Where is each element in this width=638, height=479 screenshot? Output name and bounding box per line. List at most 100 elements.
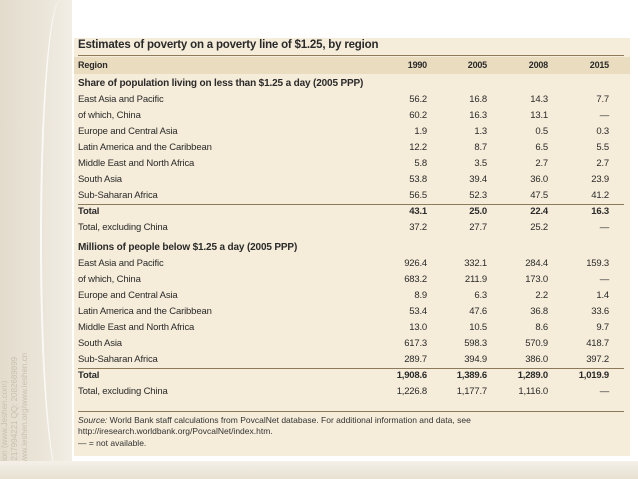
table-row-value: 6.3	[474, 290, 487, 301]
table-row: South Asia 617.3 598.3 570.9 418.7	[74, 336, 630, 352]
table-row-value: 8.6	[535, 322, 548, 333]
table-row: Europe and Central Asia 1.9 1.3 0.5 0.3	[74, 124, 630, 140]
table-row: Latin America and the Caribbean 12.2 8.7 6.…	[74, 140, 630, 156]
section-heading-label: Millions of people below $1.25 a day (20…	[78, 242, 298, 253]
year-header-2008: 2008	[528, 60, 548, 70]
total-row-value: 1,389.6	[456, 370, 487, 381]
table-row-label: Europe and Central Asia	[78, 126, 178, 137]
watermark-line: sion (www.Jeshen.com)	[0, 380, 9, 465]
table-row-value: 47.5	[530, 190, 548, 201]
table-row: Middle East and North Africa 5.8 3.5 2.7 2.7	[74, 156, 630, 172]
total-row: Total 1,908.6 1,389.6 1,289.0 1,019.9	[74, 368, 630, 384]
table-row-label: Middle East and North Africa	[78, 158, 195, 169]
table-row-value: 13.0	[409, 322, 427, 333]
source-note: Source: World Bank staff calculations fr…	[78, 415, 618, 437]
table-row-value: 3.5	[474, 158, 487, 169]
table-row-value: 47.6	[469, 306, 487, 317]
table-row-value: 36.8	[530, 306, 548, 317]
total-row: Total 43.1 25.0 22.4 16.3	[74, 204, 630, 220]
table-row-value: 41.2	[591, 190, 609, 201]
table-row-value: 289.7	[404, 354, 427, 365]
table-row: South Asia 53.8 39.4 36.0 23.9	[74, 172, 630, 188]
total-excluding-china-row-value: 1,177.7	[456, 386, 487, 397]
total-excluding-china-row-value: 37.2	[409, 222, 427, 233]
table-title: Estimates of poverty on a poverty line o…	[78, 39, 379, 51]
table-row: East Asia and Pacific 56.2 16.8 14.3 7.7	[74, 92, 630, 108]
table-row-value: 570.9	[525, 338, 548, 349]
total-row-value: 43.1	[409, 206, 427, 217]
table-row-value: 0.5	[535, 126, 548, 137]
total-row-value: 1,289.0	[517, 370, 548, 381]
total-excluding-china-row-label: Total, excluding China	[78, 386, 168, 397]
header-row: Region 1990 2005 2008 2015	[74, 58, 630, 74]
table-row-label: Middle East and North Africa	[78, 322, 195, 333]
table-row-label: South Asia	[78, 174, 122, 185]
table-row-value: 2.7	[596, 158, 609, 169]
table-row-value: 23.9	[591, 174, 609, 185]
table-row-value: 52.3	[469, 190, 487, 201]
title-rule	[78, 55, 624, 56]
total-excluding-china-row: Total, excluding China 37.2 27.7 25.2 —	[74, 220, 630, 236]
not-available-note: — = not available.	[78, 438, 147, 448]
table-row-label: Sub-Saharan Africa	[78, 354, 158, 365]
table-row-value: 5.5	[596, 142, 609, 153]
table-row: Sub-Saharan Africa 56.5 52.3 47.5 41.2	[74, 188, 630, 204]
table-row-value: 14.3	[530, 94, 548, 105]
table-row-value: —	[599, 110, 610, 121]
region-header: Region	[78, 60, 108, 70]
year-header-2005: 2005	[467, 60, 487, 70]
table-row-value: 8.9	[414, 290, 427, 301]
table-row: Europe and Central Asia 8.9 6.3 2.2 1.4	[74, 288, 630, 304]
table-row-value: 211.9	[464, 274, 487, 285]
table-row-label: of which, China	[78, 110, 141, 121]
table-row-value: 394.9	[464, 354, 487, 365]
table-row-value: 418.7	[586, 338, 609, 349]
source-label: Source:	[78, 415, 108, 425]
table-row-value: 53.4	[409, 306, 427, 317]
table-row: Sub-Saharan Africa 289.7 394.9 386.0 397.2	[74, 352, 630, 368]
watermark-line: 8217994221 QQ: 2082689899	[10, 356, 19, 465]
side-watermark: sion (www.Jeshen.com) 8217994221 QQ: 208…	[0, 255, 60, 465]
table-row-label: Sub-Saharan Africa	[78, 190, 158, 201]
table-row-value: —	[599, 274, 610, 285]
table-row: East Asia and Pacific 926.4 332.1 284.4 159.…	[74, 256, 630, 272]
table-row-value: 9.7	[596, 322, 609, 333]
table-row: Middle East and North Africa 13.0 10.5 8.6 9…	[74, 320, 630, 336]
table-row-value: 16.8	[469, 94, 487, 105]
table-row-value: 1.9	[414, 126, 427, 137]
total-excluding-china-row-value: 1,116.0	[518, 386, 548, 397]
table-row-label: Latin America and the Caribbean	[78, 306, 212, 317]
section-heading-label: Share of population living on less than …	[78, 78, 364, 89]
section-heading: Millions of people below $1.25 a day (20…	[74, 240, 630, 256]
table-row-value: 36.0	[530, 174, 548, 185]
table-row-value: 56.2	[409, 94, 427, 105]
table-row-value: 8.7	[474, 142, 487, 153]
total-excluding-china-row: Total, excluding China 1,226.8 1,177.7 1,11…	[74, 384, 630, 400]
table-row-value: 39.4	[469, 174, 487, 185]
table-row-value: 7.7	[596, 94, 609, 105]
source-text: World Bank staff calculations from Povca…	[78, 415, 471, 436]
poverty-table: Estimates of poverty on a poverty line o…	[74, 38, 630, 456]
table-row-value: 397.2	[586, 354, 609, 365]
table-row-value: 617.3	[404, 338, 427, 349]
table-row-value: 33.6	[591, 306, 609, 317]
table-row-label: Latin America and the Caribbean	[78, 142, 212, 153]
total-excluding-china-row-value: —	[599, 222, 610, 233]
table-row-value: 2.2	[535, 290, 548, 301]
table-row-value: 60.2	[409, 110, 427, 121]
bottom-rule	[78, 411, 624, 412]
year-header-1990: 1990	[407, 60, 427, 70]
header-band	[74, 57, 630, 74]
table-row-value: 926.4	[404, 258, 427, 269]
table-row-value: 16.3	[469, 110, 487, 121]
table-row-value: 159.3	[586, 258, 609, 269]
total-excluding-china-row-value: —	[599, 386, 610, 397]
total-row-label: Total	[78, 206, 100, 217]
table-row: of which, China 683.2 211.9 173.0 —	[74, 272, 630, 288]
table-row: Latin America and the Caribbean 53.4 47.6 3…	[74, 304, 630, 320]
table-row-label: East Asia and Pacific	[78, 258, 164, 269]
table-row-label: East Asia and Pacific	[78, 94, 164, 105]
watermark-line: www.ieshen.org/www.ieshen.cn	[20, 352, 29, 465]
table-row-value: 12.2	[409, 142, 427, 153]
table-row-value: 173.0	[525, 274, 548, 285]
